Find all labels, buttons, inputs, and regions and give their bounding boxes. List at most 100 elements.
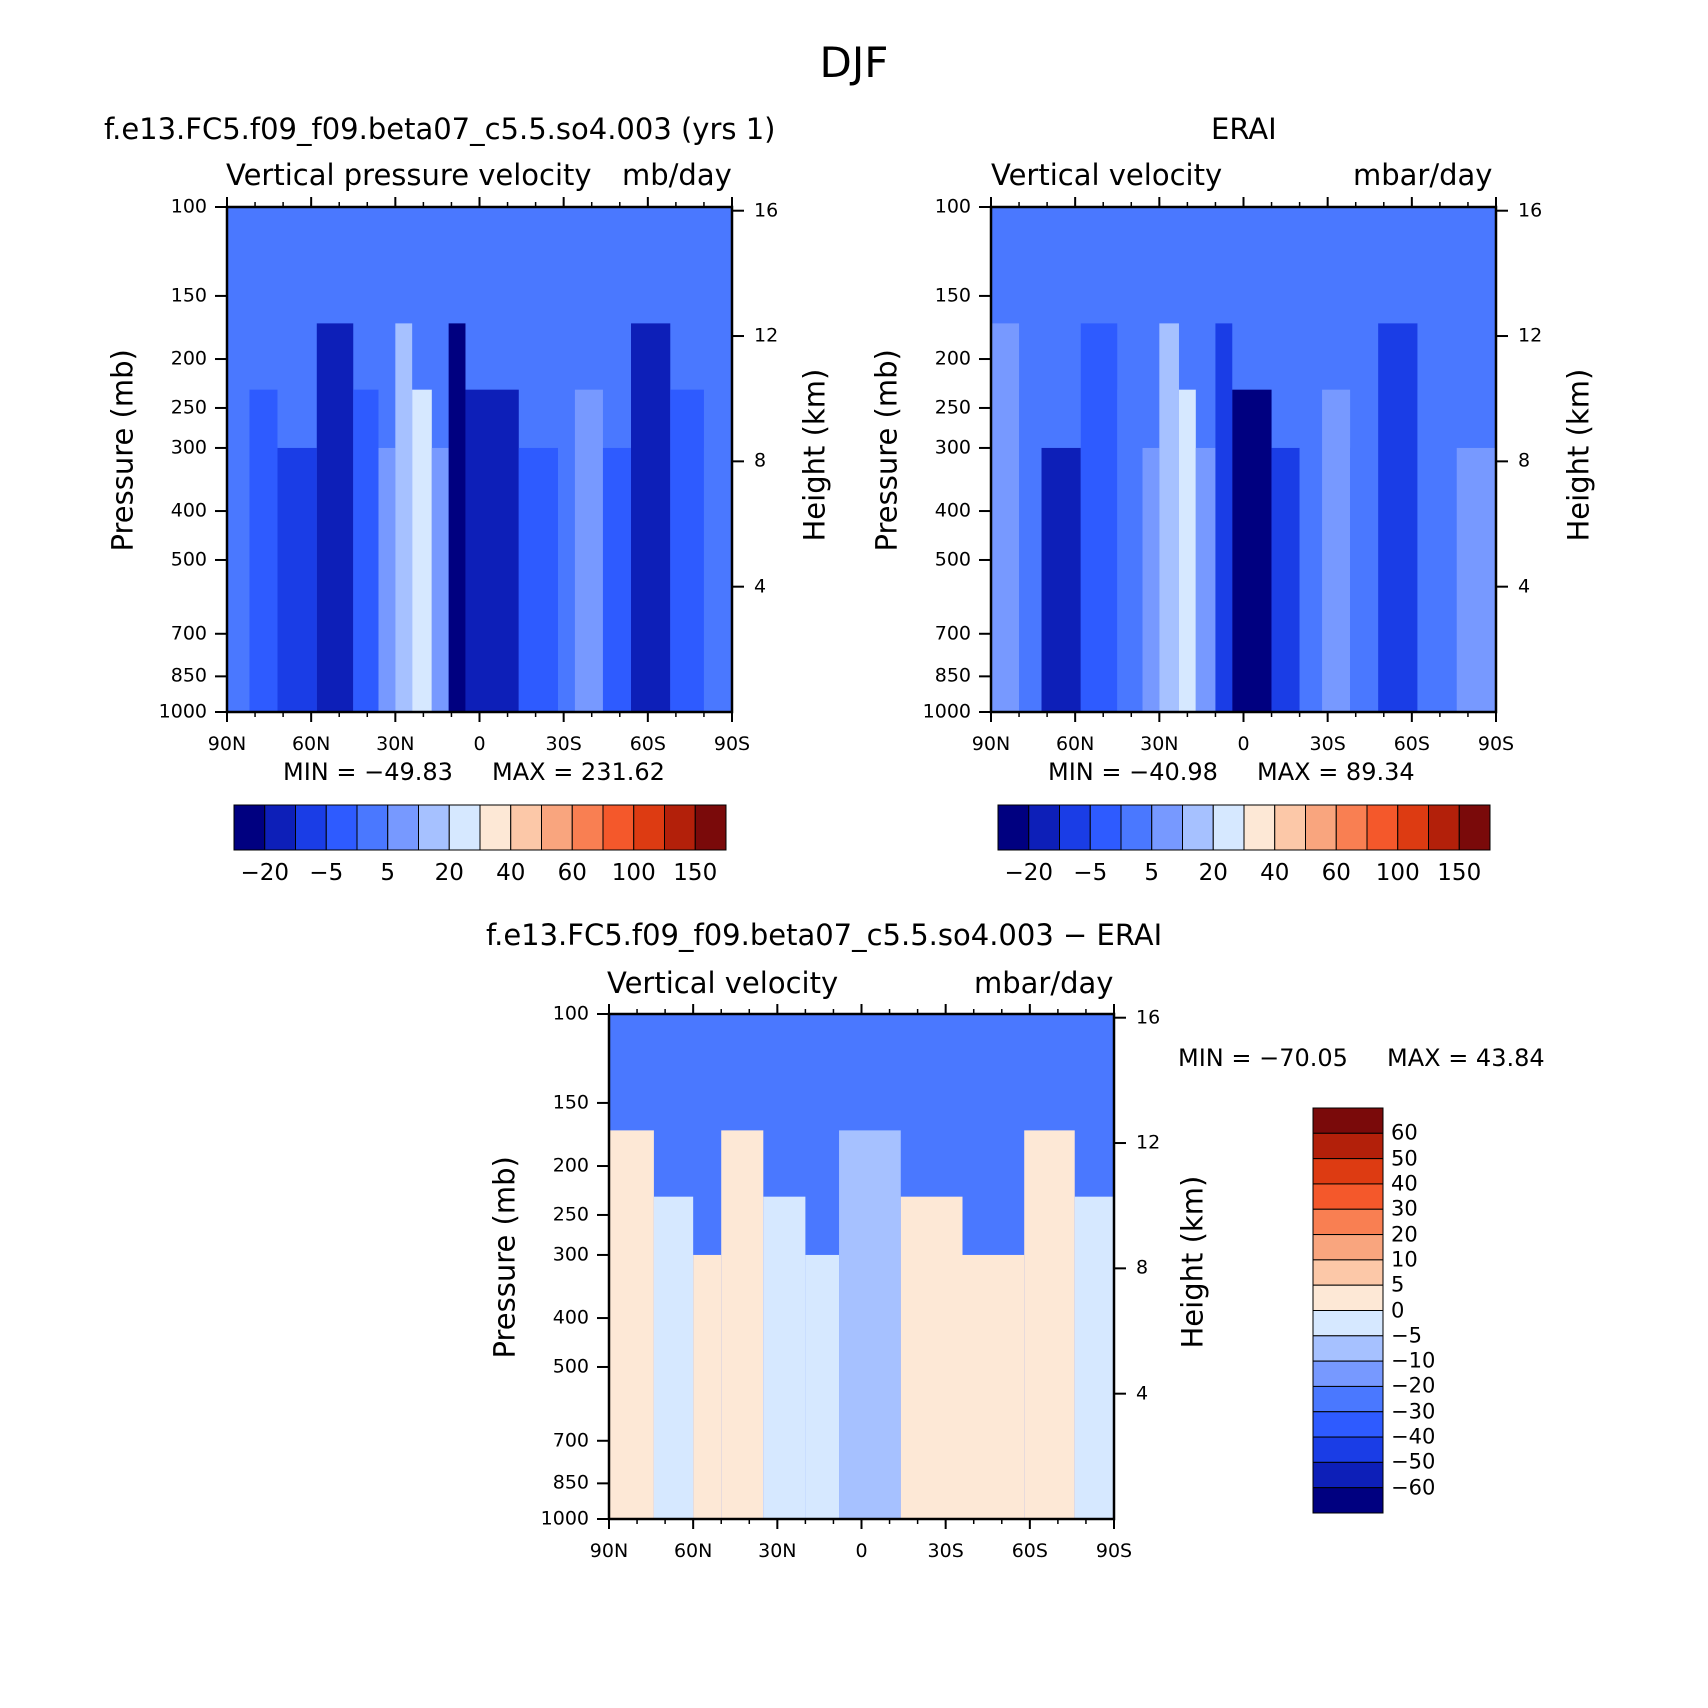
panel1-band xyxy=(631,323,671,712)
panel3-colorbar-box xyxy=(1312,1385,1384,1413)
panel3-colorbar-box xyxy=(1312,1436,1384,1463)
panel2-colorbar-box xyxy=(1028,804,1060,851)
panel3-band xyxy=(763,1196,806,1519)
panel3-ytick-right-label: 8 xyxy=(1136,1256,1149,1279)
panel3-colorbar-box xyxy=(1312,1360,1384,1387)
panel1-band xyxy=(249,389,278,712)
panel2-band xyxy=(1117,389,1143,712)
panel1-band xyxy=(353,389,379,712)
panel2-colorbar-box xyxy=(1366,804,1399,851)
panel2-colorbar-label: −20 xyxy=(1004,860,1054,886)
panel3-ytick-label: 300 xyxy=(552,1243,589,1266)
panel1-xtick-label: 60N xyxy=(291,733,331,755)
panel2-band xyxy=(1178,389,1196,712)
panel3-ytick-label: 200 xyxy=(552,1154,589,1177)
panel3-colorbar-box xyxy=(1312,1234,1384,1261)
panel2-band xyxy=(1019,389,1042,712)
panel1-band xyxy=(378,447,396,712)
panel2-ytick-right-label: 12 xyxy=(1518,324,1543,347)
panel1-colorbar-box xyxy=(325,804,358,851)
panel2-band xyxy=(1417,389,1457,712)
panel2-colorbar-box xyxy=(997,804,1030,851)
panel1-title: f.e13.FC5.f09_f09.beta07_c5.5.so4.003 (y… xyxy=(104,112,776,146)
panel1-band xyxy=(412,389,432,712)
panel3-ytick-label: 400 xyxy=(552,1306,589,1329)
panel3-ytick-right-label: 16 xyxy=(1136,1006,1161,1029)
panel1-ytick-label: 200 xyxy=(170,347,207,370)
panel1-colorbar-box xyxy=(510,804,542,851)
panel3-ytick-label: 100 xyxy=(552,1002,589,1025)
panel1-colorbar-label: −20 xyxy=(240,860,290,886)
panel3-subtitle-right: mbar/day xyxy=(974,966,1114,1000)
panel1-ytick-label: 700 xyxy=(170,622,207,645)
panel3-band xyxy=(839,1130,901,1519)
panel3-band xyxy=(1024,1130,1075,1519)
panel3-colorbar-box xyxy=(1312,1310,1384,1337)
panel3-colorbar-label: 10 xyxy=(1391,1247,1418,1272)
panel2-colorbar-label: −5 xyxy=(1073,860,1108,886)
panel1-band xyxy=(431,447,449,712)
panel3-xtick-label: 30N xyxy=(758,1540,797,1562)
panel2-band xyxy=(1142,447,1160,712)
panel1-xtick-label: 90N xyxy=(207,733,247,755)
panel2-colorbar-box xyxy=(1305,804,1337,851)
panel1-colorbar-box xyxy=(233,804,266,851)
panel1-colorbar-label: 60 xyxy=(557,860,587,886)
panel2-colorbar-label: 20 xyxy=(1198,860,1228,886)
panel1-band xyxy=(277,447,317,712)
panel1-band xyxy=(558,323,575,712)
panel3-colorbar-label: 30 xyxy=(1391,1196,1418,1221)
panel1-subtitle-right: mb/day xyxy=(622,158,732,192)
panel3-colorbar-label: 20 xyxy=(1391,1222,1418,1247)
panel2-ytick-label: 200 xyxy=(934,347,971,370)
panel1-xtick-label: 60S xyxy=(629,733,666,755)
panel3-ytick-label: 250 xyxy=(552,1203,589,1226)
panel2-band xyxy=(1350,447,1379,712)
panel2-colorbar-box xyxy=(1059,804,1091,851)
panel1-colorbar-box xyxy=(694,804,727,851)
panel3-max-label: MAX = 43.84 xyxy=(1387,1044,1545,1072)
panel2-band xyxy=(1378,323,1418,712)
panel1-colorbar-box xyxy=(418,804,450,851)
panel2-colorbar-label: 60 xyxy=(1321,860,1351,886)
panel1-xtick-label: 30N xyxy=(376,733,415,755)
panel1-ytick-label: 250 xyxy=(170,396,207,419)
panel2-ytick-label: 250 xyxy=(934,396,971,419)
panel1-band xyxy=(465,389,519,712)
panel3-colorbar-box xyxy=(1312,1132,1384,1160)
panel3-xtick-label: 90S xyxy=(1095,1540,1133,1562)
panel2-ytick-label: 300 xyxy=(934,436,971,459)
panel2-band xyxy=(1232,389,1272,712)
panel2-colorbar-label: 40 xyxy=(1260,860,1290,886)
panel1-colorbar-label: 150 xyxy=(673,860,718,886)
panel3-title: f.e13.FC5.f09_f09.beta07_c5.5.so4.003 − … xyxy=(486,918,1163,952)
panel2-max-label: MAX = 89.34 xyxy=(1257,758,1415,786)
panel3-band xyxy=(721,1130,764,1519)
panel2-colorbar-box xyxy=(1120,804,1153,851)
panel3-colorbar-label: −5 xyxy=(1391,1323,1422,1348)
panel1-ytick-right-label: 8 xyxy=(754,449,767,472)
panel3-colorbar-box xyxy=(1312,1487,1384,1514)
panel2-xtick-label: 60S xyxy=(1393,733,1430,755)
panel2-colorbar-label: 5 xyxy=(1144,860,1160,886)
panel2-ytick-label: 400 xyxy=(934,499,971,522)
panel2-title: ERAI xyxy=(1211,112,1277,146)
panel1-colorbar-box xyxy=(387,804,419,851)
panel1-band xyxy=(316,323,354,712)
panel1-ytick-label: 500 xyxy=(170,548,207,571)
panel1-colorbar-box xyxy=(541,804,573,851)
panel1-colorbar-box xyxy=(571,804,604,851)
panel3-xtick-label: 0 xyxy=(855,1540,868,1562)
panel3-colorbar-label: −40 xyxy=(1391,1424,1436,1449)
panel1-band xyxy=(670,389,704,712)
panel2-xtick-label: 90N xyxy=(971,733,1011,755)
panel2-band xyxy=(1041,447,1081,712)
panel3-colorbar-box xyxy=(1312,1411,1384,1438)
panel1-band xyxy=(703,447,732,712)
panel1-xtick-label: 30S xyxy=(545,733,582,755)
panel2-band xyxy=(1299,323,1323,712)
panel3-colorbar-box xyxy=(1312,1183,1384,1210)
panel3-colorbar-label: 0 xyxy=(1391,1298,1405,1322)
panel1-band xyxy=(574,389,603,712)
